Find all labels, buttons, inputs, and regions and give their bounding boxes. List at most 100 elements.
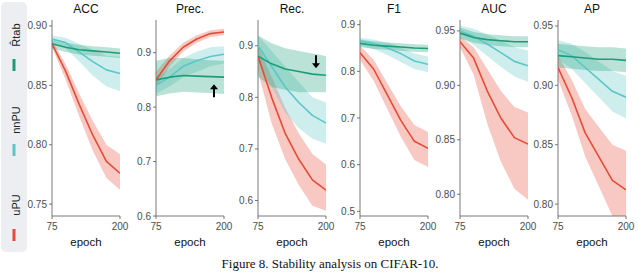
y-tick: [357, 71, 360, 72]
y-tick: [153, 107, 156, 108]
legend-swatch: [13, 144, 16, 156]
x-axis-label: epoch: [378, 236, 409, 248]
panel-title: F1: [387, 2, 401, 16]
y-tick: [153, 216, 156, 217]
line: [258, 56, 326, 75]
y-tick-label: 0.9: [137, 47, 151, 58]
y-tick-label: 0.7: [239, 143, 253, 154]
y-tick: [457, 194, 460, 195]
line: [156, 54, 224, 85]
plot-area: [360, 38, 428, 167]
y-tick-label: 0.90: [28, 20, 48, 31]
x-tick: [224, 216, 225, 219]
x-tick: [528, 216, 529, 219]
y-axis-line: [460, 20, 461, 216]
x-tick-label: 200: [618, 221, 635, 232]
y-tick-label: 0.85: [436, 134, 456, 145]
line: [460, 33, 528, 42]
y-tick: [153, 52, 156, 53]
panel-title: AP: [584, 2, 600, 16]
panel: AUC0.800.850.900.9575200epoch: [436, 2, 537, 248]
x-axis-line: [52, 216, 120, 217]
line: [558, 68, 626, 190]
line: [258, 46, 326, 123]
legend-swatch: [13, 59, 16, 71]
y-tick: [555, 144, 558, 145]
x-tick-label: 75: [552, 221, 564, 232]
x-tick-label: 75: [252, 221, 264, 232]
x-axis-label: epoch: [276, 236, 307, 248]
x-tick-label: 75: [454, 221, 466, 232]
x-tick: [52, 216, 53, 219]
x-axis-line: [360, 216, 428, 217]
line: [360, 43, 428, 48]
x-axis-label: epoch: [478, 236, 509, 248]
band: [558, 44, 626, 73]
panel: AP0.800.850.900.9575200epoch: [534, 2, 635, 248]
y-tick-label: 0.6: [137, 211, 151, 222]
y-tick: [357, 164, 360, 165]
y-tick-label: 0.6: [239, 195, 253, 206]
x-tick: [156, 216, 157, 219]
y-tick: [255, 45, 258, 46]
panel-title: AUC: [481, 2, 507, 16]
legend: R̂tabnnPUuPU: [1, 2, 27, 252]
line: [52, 44, 120, 54]
panel: F10.50.60.70.80.975200epoch: [341, 2, 437, 248]
panel: ACC0.750.800.850.9075200epoch: [28, 2, 129, 248]
line: [258, 56, 326, 190]
y-tick-label: 0.9: [341, 19, 355, 30]
y-tick-label: 0.7: [341, 113, 355, 124]
y-tick-label: 0.7: [137, 156, 151, 167]
y-tick-label: 0.95: [534, 20, 554, 31]
x-tick: [626, 216, 627, 219]
y-tick: [457, 85, 460, 86]
plot-area: [558, 40, 626, 216]
line: [460, 31, 528, 66]
y-tick: [49, 204, 52, 205]
y-tick-label: 0.80: [436, 189, 456, 200]
line: [460, 42, 528, 144]
plot-area: [52, 35, 120, 189]
x-tick: [360, 216, 361, 219]
panel-title: Rec.: [280, 2, 305, 16]
x-tick-label: 75: [46, 221, 58, 232]
x-tick: [460, 216, 461, 219]
band: [258, 35, 326, 92]
figure: ACC0.750.800.850.9075200epochPrec.0.60.7…: [0, 0, 638, 274]
y-tick-label: 0.9: [239, 40, 253, 51]
arrow-shaft: [213, 88, 215, 97]
line: [558, 50, 626, 98]
y-tick: [357, 24, 360, 25]
y-tick: [153, 161, 156, 162]
y-tick-label: 0.8: [239, 92, 253, 103]
band: [258, 35, 326, 143]
y-tick: [357, 211, 360, 212]
y-tick-label: 0.90: [436, 80, 456, 91]
y-tick-label: 0.95: [436, 25, 456, 36]
y-tick: [555, 85, 558, 86]
y-tick: [457, 139, 460, 140]
legend-swatch: [13, 229, 16, 241]
x-axis-label: epoch: [174, 236, 205, 248]
y-tick: [255, 200, 258, 201]
x-tick-label: 200: [420, 221, 437, 232]
legend-label: nnPU: [10, 106, 22, 134]
y-tick: [49, 25, 52, 26]
y-tick: [255, 148, 258, 149]
y-tick-label: 0.85: [28, 80, 48, 91]
x-tick: [326, 216, 327, 219]
y-tick: [49, 85, 52, 86]
legend-label: uPU: [10, 194, 22, 215]
x-tick: [428, 216, 429, 219]
x-tick: [120, 216, 121, 219]
line: [52, 44, 120, 173]
panel: Prec.0.60.70.80.975200epoch: [137, 2, 233, 248]
plot-area: [156, 29, 224, 97]
y-tick: [555, 25, 558, 26]
y-tick-label: 0.85: [534, 139, 554, 150]
x-tick-label: 75: [354, 221, 366, 232]
x-axis-label: epoch: [70, 236, 101, 248]
y-tick-label: 0.6: [341, 159, 355, 170]
x-tick-label: 200: [112, 221, 129, 232]
